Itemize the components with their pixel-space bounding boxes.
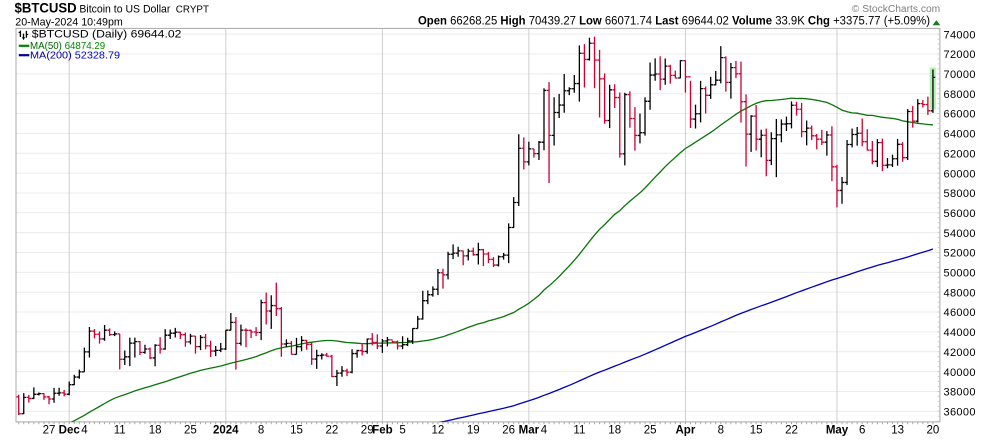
- svg-text:50000: 50000: [944, 268, 976, 280]
- svg-text:54000: 54000: [944, 228, 976, 240]
- svg-text:8: 8: [718, 425, 724, 437]
- svg-text:15: 15: [290, 425, 303, 437]
- svg-text:42000: 42000: [944, 347, 976, 359]
- svg-text:18: 18: [149, 425, 162, 437]
- svg-text:72000: 72000: [944, 49, 976, 61]
- svg-text:Mar: Mar: [519, 425, 540, 437]
- svg-text:60000: 60000: [944, 168, 976, 180]
- svg-text:4: 4: [541, 425, 548, 437]
- svg-text:$BTCUSD (Daily) 69644.02: $BTCUSD (Daily) 69644.02: [32, 29, 182, 41]
- svg-text:52000: 52000: [944, 248, 976, 260]
- svg-text:Apr: Apr: [675, 425, 695, 437]
- svg-text:MA(50) 64874.29: MA(50) 64874.29: [30, 40, 105, 52]
- svg-text:19: 19: [467, 425, 480, 437]
- svg-text:4: 4: [81, 425, 88, 437]
- svg-text:2024: 2024: [213, 425, 239, 437]
- svg-text:46000: 46000: [944, 307, 976, 319]
- svg-text:6: 6: [859, 425, 865, 437]
- svg-text:CRYPT: CRYPT: [176, 5, 209, 16]
- svg-text:26: 26: [502, 425, 515, 437]
- svg-text:66000: 66000: [944, 109, 976, 121]
- svg-text:15: 15: [750, 425, 763, 437]
- svg-text:68000: 68000: [944, 89, 976, 101]
- svg-text:8: 8: [258, 425, 264, 437]
- svg-text:27: 27: [43, 425, 56, 437]
- svg-text:Feb: Feb: [372, 425, 392, 437]
- svg-text:© StockCharts.com: © StockCharts.com: [852, 4, 940, 15]
- svg-text:29: 29: [361, 425, 374, 437]
- svg-text:Dec: Dec: [59, 425, 81, 437]
- svg-text:May: May: [826, 425, 849, 437]
- svg-text:20-May-2024 10:49pm: 20-May-2024 10:49pm: [15, 17, 123, 29]
- svg-text:Bitcoin to US Dollar: Bitcoin to US Dollar: [79, 4, 170, 16]
- svg-text:13: 13: [891, 425, 904, 437]
- svg-text:62000: 62000: [944, 148, 976, 160]
- svg-text:22: 22: [785, 425, 798, 437]
- svg-text:56000: 56000: [944, 208, 976, 220]
- svg-text:44000: 44000: [944, 327, 976, 339]
- svg-text:74000: 74000: [944, 29, 976, 41]
- svg-text:48000: 48000: [944, 287, 976, 299]
- svg-text:$BTCUSD: $BTCUSD: [15, 1, 77, 16]
- svg-text:5: 5: [399, 425, 405, 437]
- svg-text:58000: 58000: [944, 188, 976, 200]
- svg-text:25: 25: [184, 425, 197, 437]
- svg-text:40000: 40000: [944, 367, 976, 379]
- svg-text:11: 11: [114, 425, 126, 437]
- svg-text:18: 18: [608, 425, 621, 437]
- svg-text:Open 66268.25 High 70439.27: Open 66268.25 High 70439.27 Low 66071.74…: [418, 16, 930, 28]
- svg-text:11: 11: [573, 425, 585, 437]
- svg-text:22: 22: [326, 425, 339, 437]
- svg-text:12: 12: [432, 425, 445, 437]
- svg-text:38000: 38000: [944, 387, 976, 399]
- svg-text:25: 25: [644, 425, 657, 437]
- svg-text:64000: 64000: [944, 129, 976, 141]
- svg-text:36000: 36000: [944, 407, 976, 419]
- svg-text:MA(200) 52328.79: MA(200) 52328.79: [30, 50, 120, 62]
- svg-text:20: 20: [927, 425, 940, 437]
- svg-text:70000: 70000: [944, 69, 976, 81]
